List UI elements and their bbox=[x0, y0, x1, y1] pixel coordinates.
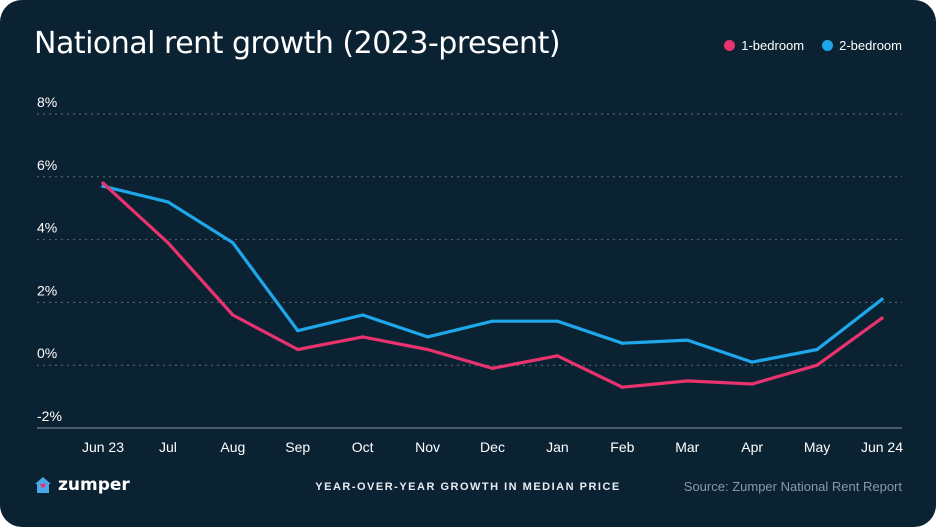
chart-subtitle: YEAR-OVER-YEAR GROWTH IN MEDIAN PRICE bbox=[315, 481, 621, 493]
legend-item-2-bedroom: 2-bedroom bbox=[822, 38, 902, 53]
legend: 1-bedroom 2-bedroom bbox=[724, 38, 902, 53]
y-tick-label: 0% bbox=[37, 345, 57, 361]
y-tick-label: 2% bbox=[37, 282, 57, 298]
x-tick-label: May bbox=[804, 439, 830, 455]
house-icon bbox=[35, 477, 51, 493]
x-tick-label: Feb bbox=[610, 439, 634, 455]
x-tick-label: Jan bbox=[546, 439, 569, 455]
x-tick-label: Mar bbox=[675, 439, 699, 455]
data-point-2-bedroom bbox=[490, 319, 495, 323]
x-tick-label: Jul bbox=[159, 439, 177, 455]
data-point-1-bedroom bbox=[296, 347, 300, 352]
data-point-1-bedroom bbox=[231, 313, 235, 317]
data-point-1-bedroom bbox=[361, 335, 365, 339]
data-point-2-bedroom bbox=[620, 341, 624, 345]
x-tick-label: Aug bbox=[220, 439, 245, 455]
zumper-logo: zumper bbox=[34, 475, 130, 495]
data-point-2-bedroom bbox=[815, 347, 819, 352]
x-tick-label: Sep bbox=[285, 439, 310, 455]
data-point-1-bedroom bbox=[685, 379, 689, 383]
y-tick-label: -2% bbox=[37, 408, 62, 424]
x-tick-label: Jun 23 bbox=[82, 439, 124, 455]
y-tick-label: 4% bbox=[37, 220, 57, 236]
y-tick-label: 8% bbox=[37, 94, 57, 110]
data-point-1-bedroom bbox=[425, 347, 430, 352]
x-tick-label: Oct bbox=[352, 439, 374, 455]
data-point-2-bedroom bbox=[166, 200, 170, 204]
chart-title: National rent growth (2023-present) bbox=[34, 26, 561, 61]
data-point-2-bedroom bbox=[880, 297, 884, 301]
data-point-2-bedroom bbox=[231, 241, 235, 245]
data-point-2-bedroom bbox=[425, 335, 430, 339]
data-point-1-bedroom bbox=[750, 382, 754, 386]
data-point-2-bedroom bbox=[685, 338, 689, 342]
x-tick-label: Nov bbox=[415, 439, 440, 455]
data-point-1-bedroom bbox=[490, 366, 495, 370]
source-note: Source: Zumper National Rent Report bbox=[683, 479, 902, 494]
legend-item-1-bedroom: 1-bedroom bbox=[724, 38, 804, 53]
data-point-2-bedroom bbox=[296, 329, 300, 333]
data-point-1-bedroom bbox=[555, 354, 560, 358]
x-tick-label: Apr bbox=[741, 439, 763, 455]
x-tick-label: Jun 24 bbox=[861, 439, 903, 455]
legend-label-1-bedroom: 1-bedroom bbox=[741, 38, 805, 53]
legend-swatch-1-bedroom bbox=[724, 40, 736, 51]
data-point-1-bedroom bbox=[620, 385, 624, 389]
series-line-1-bedroom bbox=[101, 181, 884, 389]
data-point-1-bedroom bbox=[166, 241, 170, 245]
legend-swatch-2-bedroom bbox=[822, 40, 834, 51]
legend-label-2-bedroom: 2-bedroom bbox=[839, 38, 902, 53]
data-point-2-bedroom bbox=[750, 360, 754, 364]
data-point-2-bedroom bbox=[361, 313, 365, 317]
data-point-2-bedroom bbox=[555, 319, 560, 323]
series-line-2-bedroom bbox=[101, 184, 884, 364]
logo-text: zumper bbox=[58, 475, 130, 495]
x-tick-label: Dec bbox=[480, 439, 505, 455]
data-point-1-bedroom bbox=[101, 181, 105, 185]
data-point-1-bedroom bbox=[880, 316, 884, 320]
y-tick-label: 6% bbox=[37, 157, 57, 173]
data-point-1-bedroom bbox=[815, 363, 819, 367]
